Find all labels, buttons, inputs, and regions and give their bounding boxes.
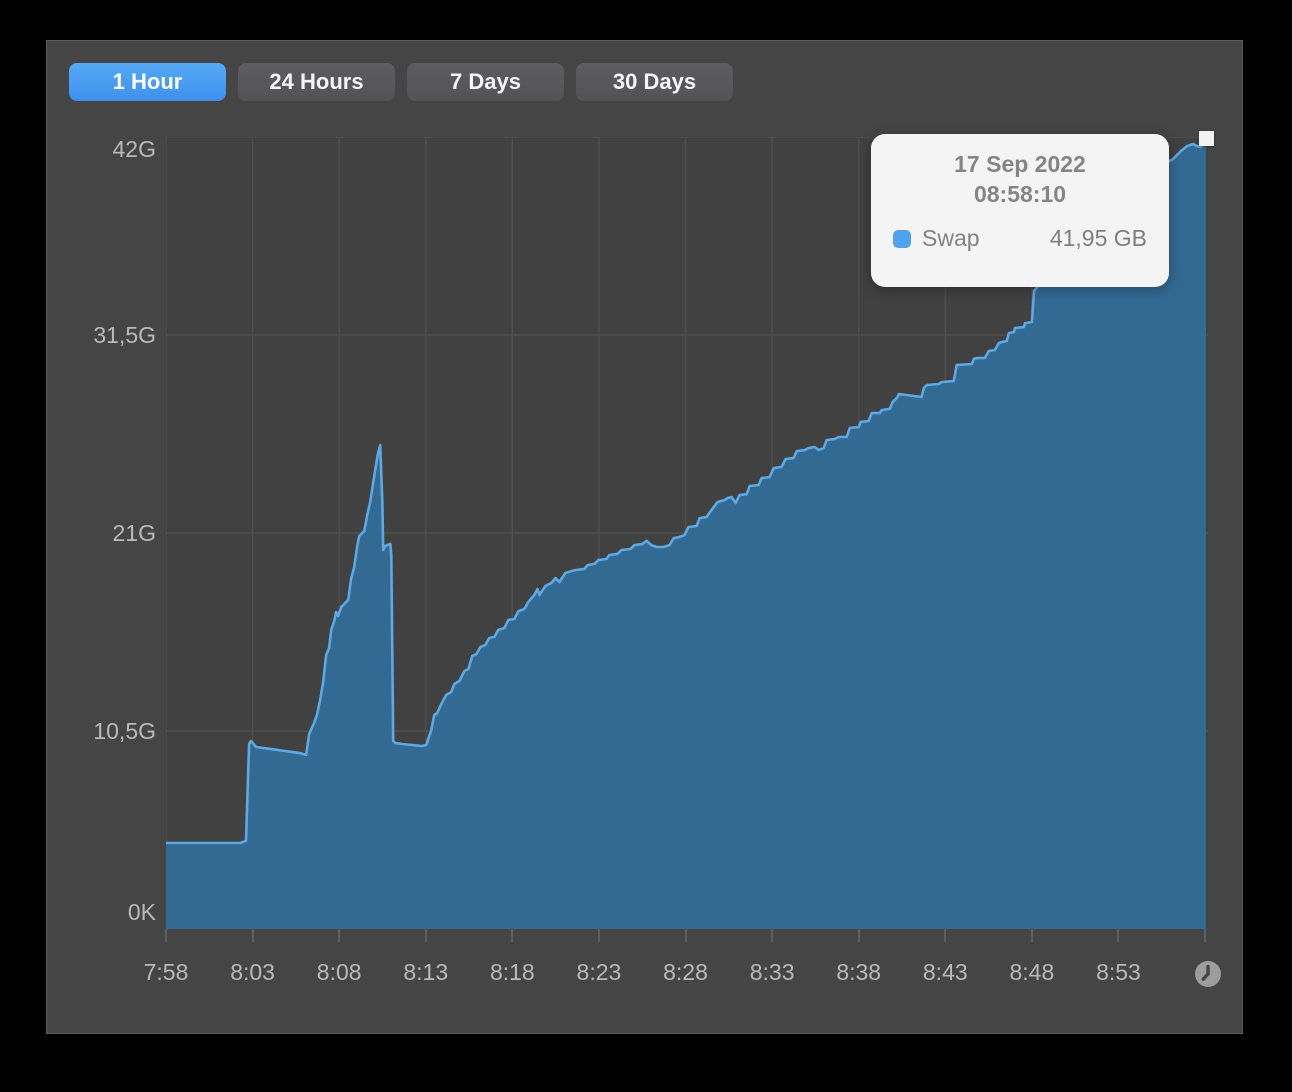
x-axis-tick <box>511 929 514 942</box>
x-axis-tick <box>338 929 341 942</box>
x-axis-tick <box>771 929 774 942</box>
x-axis-label: 8:13 <box>403 959 449 985</box>
y-axis-label: 10,5G <box>93 718 156 744</box>
tooltip-series-row: Swap 41,95 GB <box>893 225 1147 252</box>
x-axis-tick <box>1117 929 1120 942</box>
hover-tooltip: 17 Sep 2022 08:58:10 Swap 41,95 GB <box>871 134 1169 287</box>
stats-window-panel: 1 Hour 24 Hours 7 Days 30 Days 42G 31,5G… <box>46 40 1243 1034</box>
x-axis-label: 8:03 <box>230 959 275 985</box>
x-axis-label: 7:58 <box>143 959 189 985</box>
x-axis-tick <box>684 929 687 942</box>
x-axis-tick <box>251 929 254 942</box>
tab-24-hours[interactable]: 24 Hours <box>238 63 395 101</box>
tooltip-series-label: Swap <box>922 225 980 251</box>
tab-7-days[interactable]: 7 Days <box>407 63 564 101</box>
time-range-tabs: 1 Hour 24 Hours 7 Days 30 Days <box>69 63 733 101</box>
swap-usage-area-chart[interactable] <box>166 137 1208 929</box>
y-axis-label: 42G <box>112 136 156 162</box>
y-axis-label: 31,5G <box>93 322 156 348</box>
x-axis-label: 8:38 <box>836 959 882 985</box>
tooltip-series-value: 41,95 GB <box>1049 225 1147 251</box>
y-axis-label: 0K <box>127 899 156 925</box>
x-axis-label: 8:28 <box>663 959 708 985</box>
x-axis-label: 8:48 <box>1009 959 1055 985</box>
tab-1-hour[interactable]: 1 Hour <box>69 63 226 101</box>
swap-area-line <box>166 137 1208 845</box>
swap-series-swatch-icon <box>893 229 911 248</box>
x-axis-label: 8:23 <box>576 959 622 985</box>
x-axis-label: 8:53 <box>1096 959 1141 985</box>
x-axis-tick <box>1030 929 1033 942</box>
x-axis-tick <box>165 929 167 942</box>
x-axis-label: 8:18 <box>489 959 535 985</box>
clock-icon <box>1195 961 1221 987</box>
x-axis-label: 8:08 <box>316 959 362 985</box>
x-axis-tick <box>597 929 600 942</box>
x-axis-tick <box>857 929 860 942</box>
tooltip-time: 08:58:10 <box>973 181 1067 207</box>
x-axis-tick <box>944 929 947 942</box>
cursor-point-marker <box>1199 130 1215 146</box>
x-axis-label: 8:33 <box>749 959 795 985</box>
x-axis-label: 8:43 <box>922 959 968 985</box>
x-axis-tick <box>424 929 427 942</box>
x-axis-tick <box>1204 929 1207 942</box>
y-axis-label: 21G <box>112 520 156 546</box>
tooltip-date: 17 Sep 2022 <box>954 151 1086 177</box>
tab-30-days[interactable]: 30 Days <box>576 63 733 101</box>
